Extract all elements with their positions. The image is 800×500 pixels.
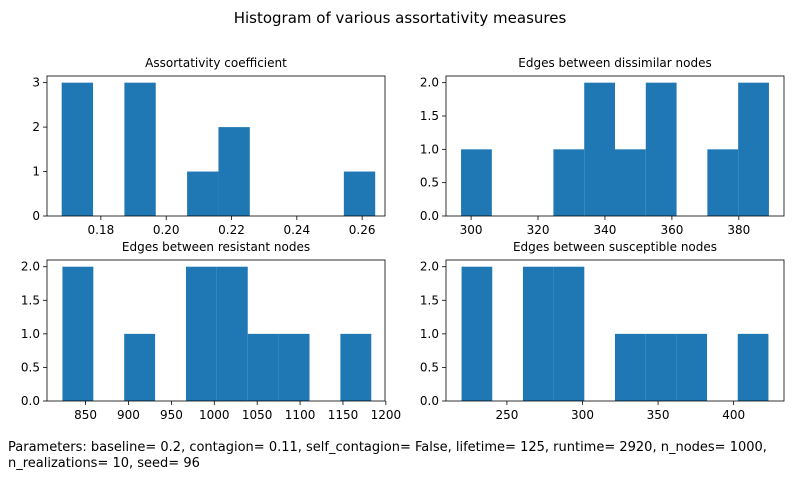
y-tick-label: 0.0: [420, 209, 439, 223]
x-tick-label: 900: [117, 408, 140, 422]
axes-frame: [445, 75, 785, 217]
x-tick-label: 950: [160, 408, 183, 422]
histogram-bar: [187, 171, 219, 216]
x-tick-label: 350: [647, 408, 670, 422]
x-tick-label: 360: [660, 223, 683, 237]
y-tick-label: 2.0: [21, 260, 40, 274]
x-tick-label: 320: [527, 223, 550, 237]
y-tick-label: 1.0: [420, 142, 439, 156]
histogram-bar: [218, 127, 250, 216]
y-tick-label: 0: [32, 209, 40, 223]
x-tick-label: 400: [722, 408, 745, 422]
histogram-bar: [615, 333, 646, 401]
x-tick-label: 0.24: [283, 223, 310, 237]
axes-frame: [46, 75, 386, 217]
histogram-bar: [584, 82, 615, 217]
x-tick-label: 1000: [199, 408, 230, 422]
y-tick-label: 0.5: [420, 360, 439, 374]
histogram-bar: [340, 333, 372, 401]
y-tick-label: 1.0: [420, 327, 439, 341]
y-tick-label: 3: [32, 76, 40, 90]
x-tick-label: 0.26: [349, 223, 376, 237]
histogram-bar: [707, 149, 739, 216]
x-tick-label: 1150: [328, 408, 359, 422]
histogram-bar: [645, 82, 677, 217]
subplot-title: Edges between dissimilar nodes: [518, 56, 711, 70]
histogram-bar: [124, 82, 156, 217]
axes-frame: [46, 259, 386, 402]
histogram-bar: [461, 149, 492, 216]
subplots: Assortativity coefficient 0.18 0.20 0.22 0.2…: [21, 56, 785, 422]
histogram-bar: [343, 171, 376, 216]
y-tick-label: 1.5: [21, 293, 40, 307]
y-tick-label: 1: [32, 165, 40, 179]
y-tick-label: 1.0: [21, 327, 40, 341]
figure-title: Histogram of various assortativity measu…: [234, 9, 567, 27]
histogram-bar: [737, 333, 769, 401]
subplot-title: Edges between susceptible nodes: [513, 240, 717, 254]
x-tick-label: 0.18: [88, 223, 115, 237]
y-tick-label: 1.5: [420, 109, 439, 123]
histogram-bar: [124, 333, 156, 401]
histogram-bar: [522, 266, 554, 401]
x-tick-label: 1200: [371, 408, 402, 422]
x-tick-label: 850: [74, 408, 97, 422]
y-tick-label: 2.0: [420, 260, 439, 274]
subplot-2: Edges between dissimilar nodes 300 320 340 3…: [420, 56, 785, 237]
x-tick-label: 250: [495, 408, 518, 422]
histogram-bar: [645, 333, 677, 401]
y-tick-label: 0.5: [420, 176, 439, 190]
histogram-bar: [553, 149, 585, 216]
parameters-footer: Parameters: baseline= 0.2, contagion= 0.…: [8, 440, 767, 471]
histogram-bar: [185, 266, 217, 401]
histogram-bar: [216, 266, 248, 401]
axes-frame: [445, 259, 785, 402]
histogram-bar: [62, 266, 94, 401]
y-tick-label: 1.5: [420, 293, 439, 307]
histogram-bar: [278, 333, 310, 401]
histogram-bar: [615, 149, 646, 216]
x-tick-label: 340: [594, 223, 617, 237]
x-tick-label: 0.22: [218, 223, 245, 237]
subplot-3: Edges between resistant nodes 850 900 950 10…: [21, 240, 401, 422]
histogram-bar: [61, 82, 94, 217]
x-tick-label: 300: [460, 223, 483, 237]
histogram-bar: [676, 333, 708, 401]
x-tick-label: 380: [727, 223, 750, 237]
histogram-bar: [553, 266, 585, 401]
y-tick-label: 2: [32, 120, 40, 134]
subplot-1: Assortativity coefficient 0.18 0.20 0.22 0.2…: [32, 56, 386, 237]
histogram-bar: [461, 266, 493, 401]
x-tick-label: 1100: [285, 408, 316, 422]
histogram-bar: [247, 333, 279, 401]
histogram-bar: [738, 82, 769, 217]
y-tick-label: 0.0: [420, 394, 439, 408]
y-tick-label: 0.0: [21, 394, 40, 408]
subplot-4: Edges between susceptible nodes 250 300 350…: [420, 240, 785, 422]
y-tick-label: 2.0: [420, 76, 439, 90]
subplot-title: Edges between resistant nodes: [122, 240, 310, 254]
x-tick-label: 0.20: [153, 223, 180, 237]
y-tick-label: 0.5: [21, 360, 40, 374]
x-tick-label: 300: [571, 408, 594, 422]
subplot-title: Assortativity coefficient: [145, 56, 287, 70]
x-tick-label: 1050: [242, 408, 273, 422]
